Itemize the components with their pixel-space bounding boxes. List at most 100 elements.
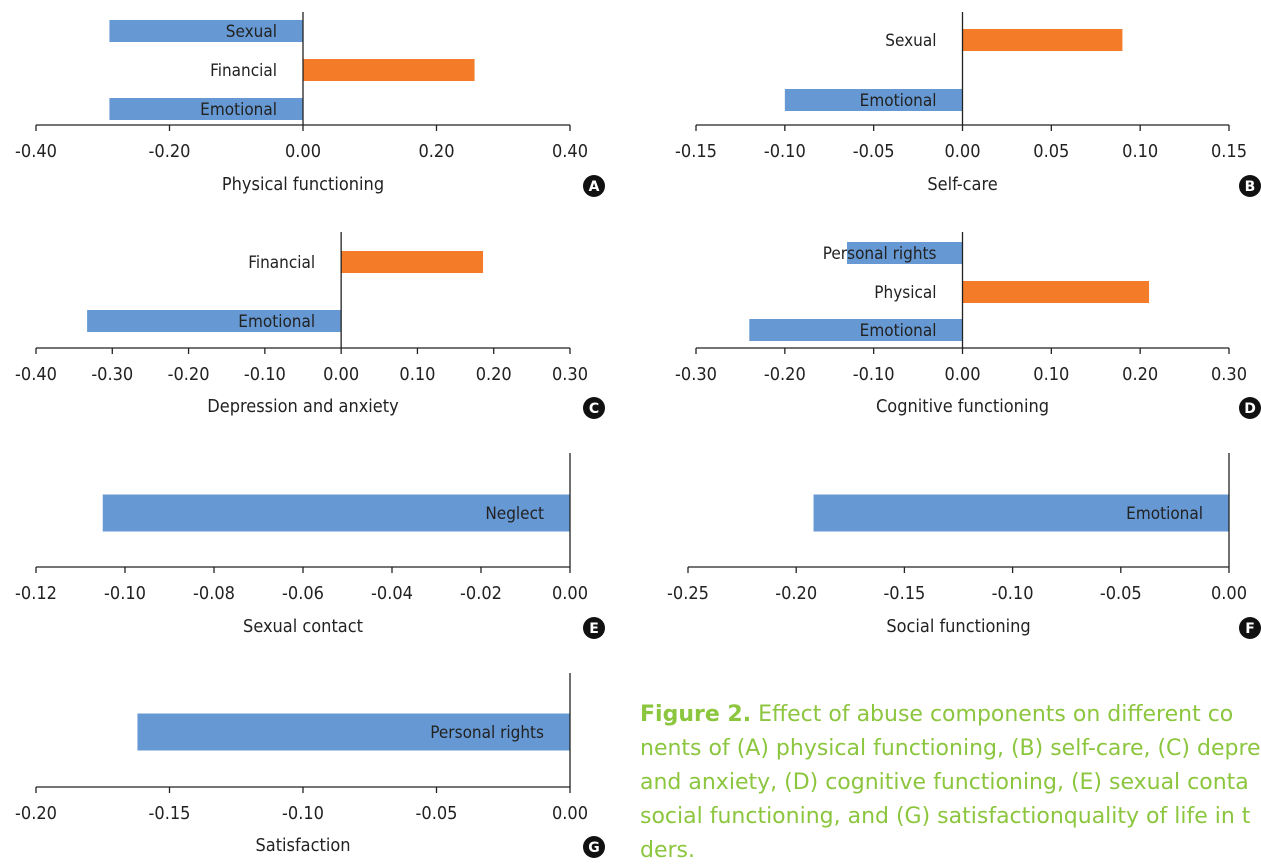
axis-title-a: Physical functioning (222, 174, 384, 195)
x-tick-label-f-2: -0.15 (883, 583, 925, 604)
bar-d-1 (962, 281, 1150, 303)
x-tick-label-f-0: -0.25 (667, 583, 709, 604)
caption-label: Figure 2. (640, 702, 752, 727)
axis-title-d: Cognitive functioning (876, 396, 1049, 417)
x-tick-label-e-2: -0.08 (193, 583, 235, 604)
panel-letter-b: B (1245, 179, 1256, 195)
caption-line-2: nents of (A) physical functioning, (B) s… (640, 736, 1261, 761)
x-tick-label-c-7: 0.30 (552, 364, 588, 385)
x-tick-label-g-0: -0.20 (15, 803, 57, 824)
category-label-c-0: Financial (248, 253, 315, 273)
bar-f-0 (813, 494, 1229, 532)
x-tick-label-c-5: 0.10 (399, 364, 435, 385)
bar-d-0 (847, 242, 963, 264)
category-label-c-1: Emotional (238, 312, 315, 332)
axis-title-b: Self-care (927, 174, 997, 195)
x-tick-label-g-1: -0.15 (149, 803, 191, 824)
x-tick-label-b-0: -0.15 (675, 141, 717, 162)
x-tick-label-c-0: -0.40 (15, 364, 57, 385)
x-tick-label-e-6: 0.00 (552, 583, 588, 604)
x-tick-label-b-1: -0.10 (764, 141, 806, 162)
category-label-d-0: Personal rights (823, 244, 937, 264)
panel-badge-f (1239, 617, 1261, 639)
x-tick-label-c-3: -0.10 (244, 364, 286, 385)
x-tick-label-e-3: -0.06 (282, 583, 324, 604)
category-label-a-2: Emotional (200, 100, 277, 120)
category-label-g-0: Personal rights (430, 723, 544, 743)
panel-badge-e (583, 617, 605, 639)
bar-a-0 (109, 20, 303, 42)
x-tick-label-a-4: 0.40 (552, 141, 588, 162)
x-tick-label-f-3: -0.10 (992, 583, 1034, 604)
x-tick-label-b-3: 0.00 (944, 141, 980, 162)
x-tick-label-e-5: -0.02 (460, 583, 502, 604)
axis-title-g: Satisfaction (255, 835, 350, 856)
panel-letter-f: F (1245, 621, 1255, 637)
category-label-b-1: Emotional (860, 91, 937, 111)
category-label-d-2: Emotional (860, 321, 937, 341)
axis-title-c: Depression and anxiety (207, 396, 399, 417)
x-tick-label-d-5: 0.20 (1122, 364, 1158, 385)
x-tick-label-c-6: 0.20 (476, 364, 512, 385)
figure-caption: Figure 2. Effect of abuse components on … (640, 698, 1261, 860)
category-label-d-1: Physical (874, 283, 936, 303)
x-tick-label-d-6: 0.30 (1211, 364, 1247, 385)
x-tick-label-d-3: 0.00 (944, 364, 980, 385)
x-tick-label-g-3: -0.05 (416, 803, 458, 824)
category-label-e-0: Neglect (485, 504, 544, 524)
panel-badge-d (1239, 397, 1261, 419)
x-tick-label-f-5: 0.00 (1211, 583, 1247, 604)
panel-letter-g: G (588, 840, 600, 856)
caption-line-5: ders. (640, 838, 695, 860)
bar-a-1 (303, 59, 475, 81)
x-tick-label-e-0: -0.12 (15, 583, 57, 604)
axis-title-f: Social functioning (886, 616, 1030, 637)
x-tick-label-f-4: -0.05 (1100, 583, 1142, 604)
x-tick-label-d-0: -0.30 (675, 364, 717, 385)
bar-c-1 (87, 310, 342, 332)
bar-c-0 (341, 251, 484, 273)
x-tick-label-a-0: -0.40 (15, 141, 57, 162)
bar-b-1 (784, 89, 963, 111)
x-tick-label-c-1: -0.30 (91, 364, 133, 385)
panel-letter-a: A (589, 179, 600, 195)
bar-g-0 (137, 713, 570, 751)
panel-letter-c: C (589, 401, 599, 417)
bar-b-0 (962, 29, 1123, 51)
x-tick-label-a-2: 0.00 (285, 141, 321, 162)
bar-d-2 (749, 319, 963, 341)
category-label-f-0: Emotional (1126, 504, 1203, 524)
axis-title-e: Sexual contact (243, 616, 363, 637)
x-tick-label-d-4: 0.10 (1033, 364, 1069, 385)
panel-badge-c (583, 397, 605, 419)
category-label-b-0: Sexual (885, 31, 936, 51)
x-tick-label-d-2: -0.10 (853, 364, 895, 385)
x-tick-label-b-6: 0.15 (1211, 141, 1247, 162)
x-tick-label-b-5: 0.10 (1122, 141, 1158, 162)
x-tick-label-c-4: 0.00 (323, 364, 359, 385)
x-tick-label-g-4: 0.00 (552, 803, 588, 824)
panel-badge-a (583, 175, 605, 197)
caption-line-1: Figure 2. Effect of abuse components on … (640, 698, 1261, 732)
caption-text-1: Effect of abuse components on different … (751, 702, 1234, 727)
panel-badge-g (583, 836, 605, 858)
x-tick-label-d-1: -0.20 (764, 364, 806, 385)
x-tick-label-g-2: -0.10 (282, 803, 324, 824)
x-tick-label-b-2: -0.05 (853, 141, 895, 162)
x-tick-label-a-3: 0.20 (418, 141, 454, 162)
bar-a-2 (109, 98, 303, 120)
x-tick-label-b-4: 0.05 (1033, 141, 1069, 162)
category-label-a-0: Sexual (226, 22, 277, 42)
caption-line-4: social functioning, and (G) satisfaction… (640, 804, 1251, 829)
category-label-a-1: Financial (210, 61, 277, 81)
bar-e-0 (102, 494, 570, 532)
panel-badge-b (1239, 175, 1261, 197)
x-tick-label-e-4: -0.04 (371, 583, 413, 604)
panel-letter-d: D (1244, 401, 1256, 417)
panel-letter-e: E (589, 621, 599, 637)
x-tick-label-f-1: -0.20 (775, 583, 817, 604)
x-tick-label-e-1: -0.10 (104, 583, 146, 604)
caption-line-3: and anxiety, (D) cognitive functioning, … (640, 770, 1249, 795)
